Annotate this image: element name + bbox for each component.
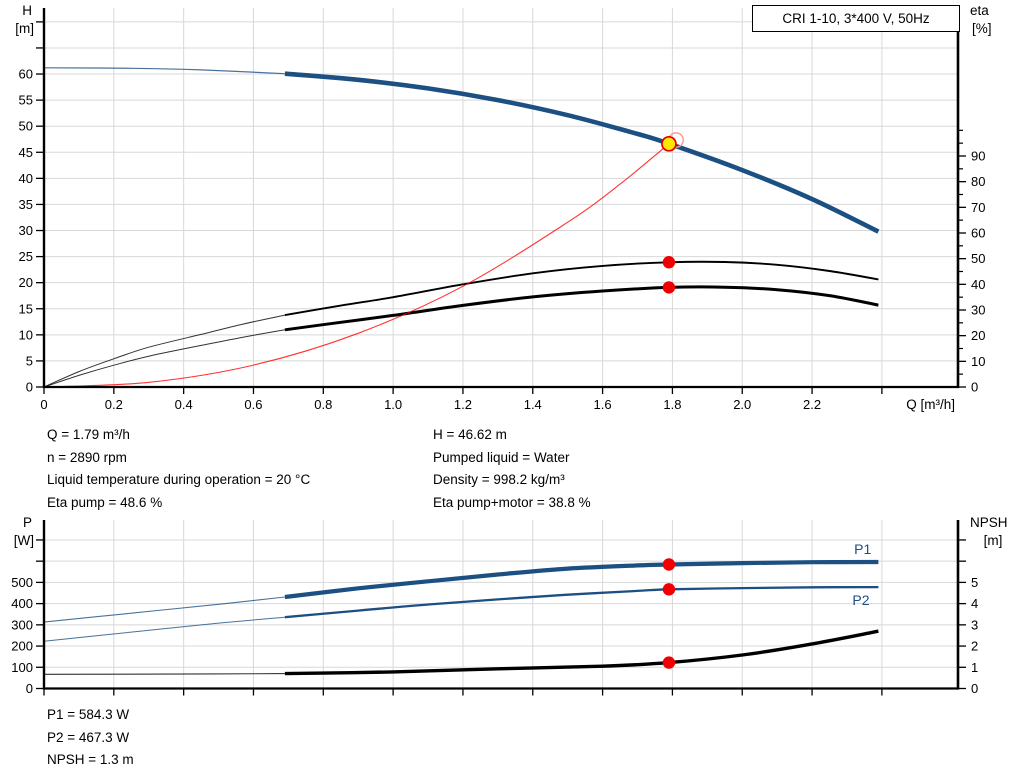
y-left-title-line1: P: [23, 515, 32, 530]
curve-label-p2: P2: [852, 592, 869, 608]
eta-pump-curve-thin: [43, 314, 286, 388]
y-right-title-line1: NPSH: [970, 515, 1008, 530]
tick-label-left: 15: [19, 301, 33, 316]
tick-label-right: 30: [971, 302, 985, 317]
tick-label-x: 0.8: [314, 397, 332, 412]
tick-label-left: 30: [19, 223, 33, 238]
p1-curve-thin: [43, 596, 285, 623]
duty-info-right: H = 46.62 m Pumped liquid = Water Densit…: [433, 424, 591, 514]
curve-label-p1: P1: [854, 541, 871, 557]
y-right-title-line2: [m]: [984, 533, 1003, 548]
tick-label-x: 1.2: [454, 397, 472, 412]
tick-label-left: 0: [26, 681, 33, 696]
pump-head-curve-thin: [43, 67, 285, 75]
tick-label-right: 10: [971, 354, 985, 369]
tick-label-x: 0: [40, 397, 47, 412]
info-line-flow: Q = 1.79 m³/h: [47, 427, 130, 442]
tick-label-left: 100: [11, 660, 33, 675]
info-line-p2: P2 = 467.3 W: [47, 729, 130, 745]
p2-curve: [284, 585, 879, 619]
y-left-title-line1: H: [22, 3, 32, 18]
p1-curve: [284, 559, 879, 600]
tick-label-right: 40: [971, 277, 985, 292]
tick-label-left: 10: [19, 327, 33, 342]
tick-label-left: 45: [19, 145, 33, 160]
tick-label-left: 20: [19, 275, 33, 290]
tick-label-left: 500: [11, 575, 33, 590]
eta-pump-motor-curve: [284, 285, 879, 332]
info-line-liquid: Pumped liquid = Water: [433, 449, 570, 465]
tick-label-x: 0.4: [175, 397, 193, 412]
y-left-title-line2: [m]: [15, 21, 34, 36]
tick-label-x: 1.4: [524, 397, 542, 412]
tick-label-left: 0: [26, 380, 33, 395]
tick-label-right: 5: [971, 575, 978, 590]
y-right-title-line1: eta: [970, 3, 989, 18]
info-line-density: Density = 998.2 kg/m³: [433, 472, 565, 488]
y-right-title-line2: [%]: [972, 21, 992, 36]
tick-label-right: 90: [971, 148, 985, 163]
info-line-eta-pump-motor: Eta pump+motor = 38.8 %: [433, 494, 591, 510]
pump-model-text: CRI 1-10, 3*400 V, 50Hz: [782, 11, 930, 26]
duty-dot-marker: [662, 583, 676, 596]
duty-dot-marker: [662, 558, 676, 571]
head-efficiency-chart: 0 5 10 15 20 25 30 35 40 45 50 55 60 0 10 20 30 40 50 60 70 8…: [15, 3, 991, 412]
x-axis-title: Q [m³/h]: [906, 397, 955, 412]
tick-label-x: 1.0: [384, 397, 402, 412]
tick-label-left: 300: [11, 617, 33, 632]
tick-label-right: 20: [971, 328, 985, 343]
tick-label-left: 50: [19, 119, 33, 134]
y-left-title-line2: [W]: [14, 533, 34, 548]
tick-label-x: 1.6: [594, 397, 612, 412]
tick-label-left: 60: [19, 67, 33, 82]
tick-label-right: 2: [971, 639, 978, 654]
eta-pump-motor-curve-thin: [43, 329, 285, 388]
tick-label-right: 50: [971, 251, 985, 266]
tick-label-x: 0.2: [105, 397, 123, 412]
tick-label-left: 25: [19, 249, 33, 264]
info-line-temperature: Liquid temperature during operation = 20…: [47, 472, 311, 488]
tick-label-left: 5: [26, 353, 33, 368]
info-line-npsh: NPSH = 1.3 m: [47, 752, 134, 768]
power-npsh-chart: 0 100 200 300 400 500 0 1 2 3 4 5 P [W] NPSH [m] P1 P2: [11, 515, 1007, 696]
info-line-p1: P1 = 584.3 W: [47, 707, 130, 722]
info-line-speed: n = 2890 rpm: [47, 449, 127, 465]
system-curve-thin: [43, 143, 670, 388]
tick-label-right: 70: [971, 200, 985, 215]
duty-dot-marker: [662, 256, 676, 269]
tick-label-right: 60: [971, 225, 985, 240]
duty-point-marker: [661, 135, 677, 152]
p2-curve-thin: [43, 616, 285, 642]
npsh-curve: [284, 629, 879, 676]
duty-dot-marker: [662, 656, 676, 669]
tick-label-x: 2.2: [803, 397, 821, 412]
tick-label-right: 80: [971, 174, 985, 189]
duty-info-bottom: P1 = 584.3 W P2 = 467.3 W NPSH = 1.3 m: [47, 704, 134, 772]
info-line-head: H = 46.62 m: [433, 427, 507, 442]
info-line-eta-pump: Eta pump = 48.6 %: [47, 494, 163, 510]
duty-dot-marker: [662, 281, 676, 294]
tick-label-x: 2.0: [733, 397, 751, 412]
tick-label-right: 3: [971, 617, 978, 632]
tick-label-right: 0: [971, 380, 978, 395]
tick-label-x: 1.8: [663, 397, 681, 412]
pump-head-curve: [284, 71, 880, 234]
tick-label-x: 0.6: [244, 397, 262, 412]
tick-label-left: 55: [19, 93, 33, 108]
tick-label-right: 0: [971, 681, 978, 696]
tick-label-left: 200: [11, 639, 33, 654]
tick-label-left: 35: [19, 197, 33, 212]
eta-pump-curve: [284, 260, 879, 317]
tick-label-right: 1: [971, 660, 978, 675]
tick-label-left: 40: [19, 171, 33, 186]
tick-label-left: 400: [11, 596, 33, 611]
tick-label-right: 4: [971, 596, 978, 611]
npsh-curve-thin: [43, 673, 285, 675]
pump-model-box: CRI 1-10, 3*400 V, 50Hz: [752, 5, 960, 32]
duty-info-left: Q = 1.79 m³/h n = 2890 rpm Liquid temper…: [47, 424, 310, 514]
